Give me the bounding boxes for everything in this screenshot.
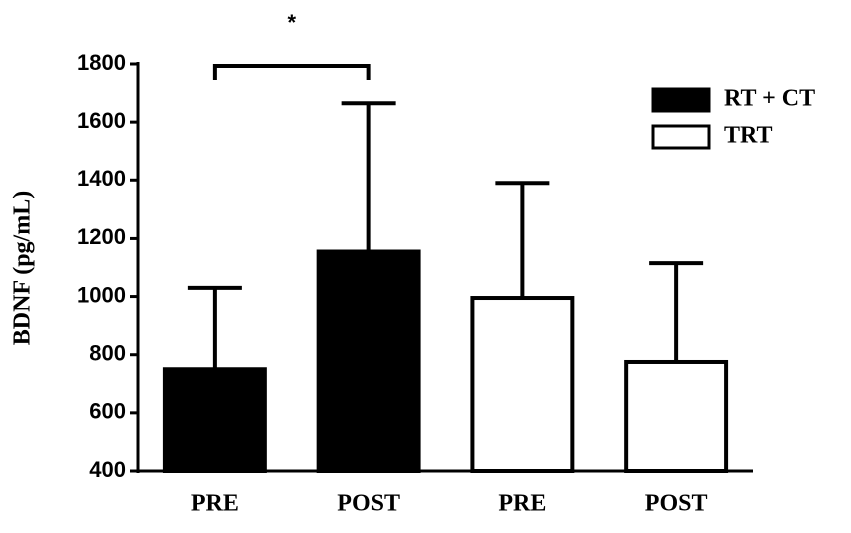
y-tick-label: 1400 (77, 166, 126, 191)
y-tick-label: 1800 (77, 50, 126, 75)
y-tick-label: 1200 (77, 224, 126, 249)
bar (624, 359, 729, 474)
y-tick-label: 1000 (77, 282, 126, 307)
bar (470, 296, 575, 473)
x-tick-label: POST (337, 491, 400, 517)
y-tick-label: 1600 (77, 108, 126, 133)
legend-swatch (651, 87, 711, 113)
annotation: * (287, 10, 296, 35)
x-tick-label: PRE (498, 491, 546, 517)
bar (316, 249, 421, 473)
y-tick-label: 800 (89, 341, 126, 366)
bar (162, 367, 267, 473)
legend-label: RT + CT (724, 86, 815, 112)
x-tick-label: PRE (191, 491, 239, 517)
significance-bracket (212, 64, 371, 80)
y-tick-label: 600 (89, 399, 126, 424)
legend-label: TRT (724, 123, 773, 149)
y-axis-label: BDNF (pg/mL) (10, 191, 36, 345)
x-tick-label: POST (645, 491, 708, 517)
y-tick-label: 400 (89, 457, 126, 482)
legend-swatch (651, 124, 711, 150)
